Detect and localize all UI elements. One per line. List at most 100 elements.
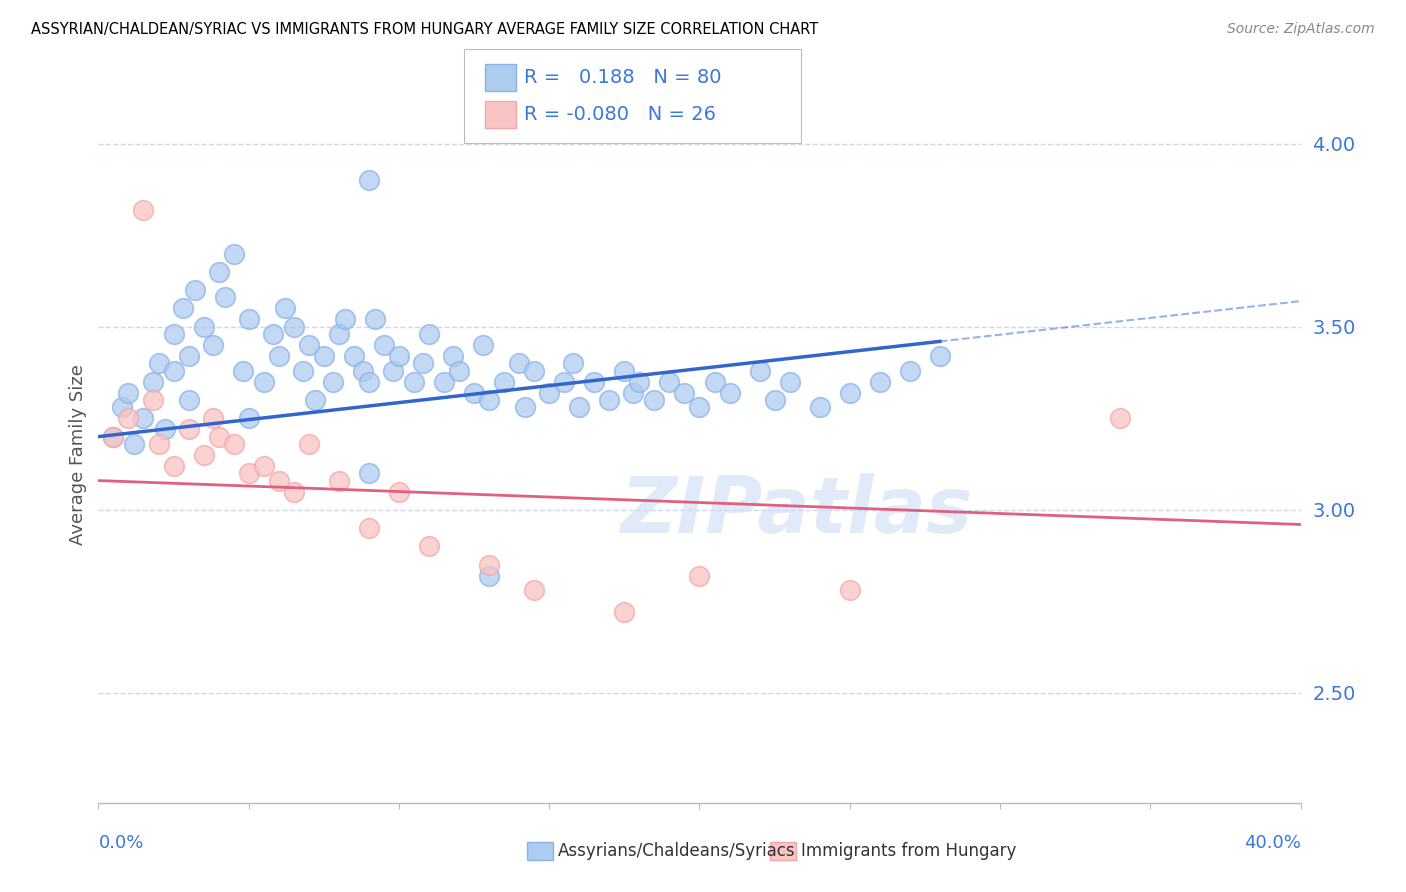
- Point: [343, 349, 366, 363]
- Point: [494, 375, 516, 389]
- Point: [808, 401, 831, 415]
- Point: [283, 484, 305, 499]
- Point: [214, 290, 236, 304]
- Point: [162, 458, 184, 473]
- Point: [357, 521, 380, 535]
- Point: [177, 422, 200, 436]
- Point: [562, 356, 585, 370]
- Point: [357, 467, 380, 481]
- Point: [328, 327, 350, 342]
- Point: [222, 246, 245, 260]
- Point: [238, 467, 260, 481]
- Point: [148, 356, 170, 370]
- Point: [298, 437, 321, 451]
- Point: [869, 375, 891, 389]
- Point: [898, 364, 921, 378]
- Point: [111, 401, 134, 415]
- Point: [673, 385, 696, 400]
- Point: [162, 364, 184, 378]
- Point: [463, 385, 485, 400]
- Point: [373, 338, 395, 352]
- Point: [763, 392, 786, 407]
- Point: [433, 375, 456, 389]
- Point: [508, 356, 530, 370]
- Point: [117, 411, 139, 425]
- Text: R = -0.080   N = 26: R = -0.080 N = 26: [524, 104, 717, 124]
- Point: [703, 375, 725, 389]
- Point: [274, 301, 297, 316]
- Point: [238, 312, 260, 326]
- Point: [613, 364, 636, 378]
- Point: [478, 568, 501, 582]
- Point: [418, 540, 440, 554]
- Point: [689, 568, 711, 582]
- Point: [441, 349, 464, 363]
- Text: R =   0.188   N = 80: R = 0.188 N = 80: [524, 68, 721, 87]
- Point: [689, 401, 711, 415]
- Point: [208, 265, 231, 279]
- Point: [103, 429, 125, 443]
- Text: ZIPatlas: ZIPatlas: [620, 473, 972, 549]
- Text: 0.0%: 0.0%: [98, 834, 143, 852]
- Point: [515, 401, 537, 415]
- Text: Immigrants from Hungary: Immigrants from Hungary: [801, 842, 1017, 860]
- Point: [322, 375, 344, 389]
- Point: [103, 429, 125, 443]
- Point: [478, 392, 501, 407]
- Point: [388, 349, 411, 363]
- Point: [238, 411, 260, 425]
- Point: [381, 364, 404, 378]
- Point: [232, 364, 254, 378]
- Point: [333, 312, 356, 326]
- Point: [201, 338, 224, 352]
- Point: [523, 364, 546, 378]
- Point: [583, 375, 606, 389]
- Point: [141, 375, 163, 389]
- Text: 40.0%: 40.0%: [1244, 834, 1301, 852]
- Point: [312, 349, 335, 363]
- Point: [748, 364, 770, 378]
- Point: [553, 375, 575, 389]
- Point: [628, 375, 651, 389]
- Point: [267, 474, 290, 488]
- Point: [538, 385, 561, 400]
- Point: [718, 385, 741, 400]
- Point: [153, 422, 176, 436]
- Point: [402, 375, 425, 389]
- Point: [208, 429, 231, 443]
- Point: [177, 349, 200, 363]
- Point: [447, 364, 470, 378]
- Point: [132, 202, 155, 217]
- Point: [183, 283, 205, 297]
- Point: [162, 327, 184, 342]
- Point: [172, 301, 194, 316]
- Point: [328, 474, 350, 488]
- Point: [478, 558, 501, 572]
- Point: [621, 385, 644, 400]
- Point: [298, 338, 321, 352]
- Point: [838, 583, 860, 598]
- Point: [117, 385, 139, 400]
- Point: [193, 319, 215, 334]
- Text: Source: ZipAtlas.com: Source: ZipAtlas.com: [1227, 22, 1375, 37]
- Y-axis label: Average Family Size: Average Family Size: [69, 365, 87, 545]
- Point: [598, 392, 620, 407]
- Point: [148, 437, 170, 451]
- Point: [253, 375, 276, 389]
- Point: [124, 437, 146, 451]
- Point: [779, 375, 801, 389]
- Point: [352, 364, 374, 378]
- Point: [929, 349, 952, 363]
- Point: [283, 319, 305, 334]
- Point: [201, 411, 224, 425]
- Point: [364, 312, 387, 326]
- Point: [222, 437, 245, 451]
- Point: [193, 448, 215, 462]
- Point: [291, 364, 314, 378]
- Point: [658, 375, 681, 389]
- Point: [304, 392, 326, 407]
- Point: [267, 349, 290, 363]
- Point: [141, 392, 163, 407]
- Point: [472, 338, 495, 352]
- Point: [177, 392, 200, 407]
